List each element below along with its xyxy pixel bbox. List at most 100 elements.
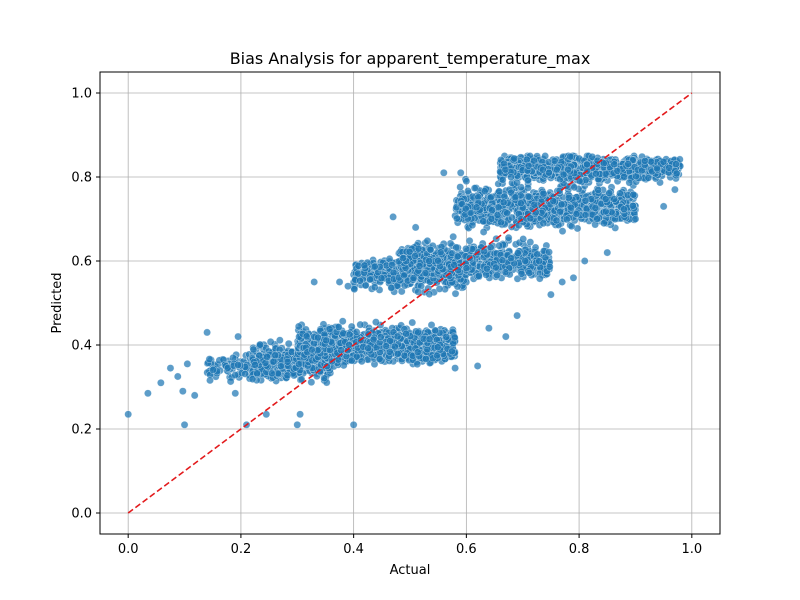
data-point: [592, 169, 600, 178]
data-point: [672, 160, 680, 168]
data-point: [320, 374, 329, 383]
data-point: [409, 274, 418, 282]
data-point: [511, 193, 520, 202]
data-point: [389, 213, 397, 221]
data-point: [539, 189, 548, 198]
data-point: [375, 355, 384, 363]
data-point: [524, 184, 532, 192]
data-point: [495, 187, 504, 196]
data-point: [524, 192, 533, 201]
data-point: [425, 257, 433, 265]
data-point: [391, 342, 399, 351]
scatter-points: [124, 152, 685, 429]
data-point: [310, 278, 319, 286]
data-point: [501, 332, 510, 341]
data-point: [248, 375, 257, 383]
data-point: [559, 170, 568, 179]
data-point: [377, 274, 386, 283]
data-point: [616, 189, 624, 198]
data-point: [400, 271, 408, 280]
data-point: [513, 311, 521, 320]
data-point: [366, 275, 374, 284]
data-point: [450, 333, 459, 342]
data-point: [283, 357, 292, 366]
data-point: [629, 190, 638, 199]
data-point: [422, 354, 430, 363]
x-axis-label: Actual: [390, 563, 431, 578]
data-point: [613, 167, 622, 175]
data-point: [415, 262, 424, 270]
data-point: [400, 351, 409, 360]
data-point: [558, 227, 567, 235]
data-point: [435, 285, 444, 293]
data-point: [501, 268, 510, 277]
data-point: [402, 329, 410, 338]
data-point: [545, 262, 554, 271]
data-point: [581, 211, 590, 219]
data-point: [294, 322, 303, 331]
y-axis-label: Predicted: [50, 272, 65, 333]
data-point: [479, 228, 488, 236]
data-point: [352, 352, 361, 361]
data-point: [387, 260, 396, 269]
data-point: [510, 154, 519, 163]
data-point: [605, 189, 614, 198]
data-point: [480, 187, 489, 195]
data-point: [408, 318, 417, 327]
data-point: [498, 175, 507, 184]
data-point: [525, 269, 534, 277]
data-point: [393, 332, 402, 341]
x-tick-label: 0.4: [343, 542, 364, 557]
data-point: [253, 369, 261, 378]
data-point: [393, 349, 402, 358]
data-point: [610, 160, 619, 169]
data-point: [423, 237, 432, 245]
data-point: [487, 193, 495, 202]
data-point: [425, 335, 434, 343]
y-tick-label: 0.2: [71, 423, 92, 438]
data-point: [620, 172, 628, 181]
data-point: [456, 183, 465, 191]
data-point: [524, 176, 532, 185]
data-point: [601, 207, 610, 216]
y-tick-label: 0.0: [71, 507, 92, 522]
data-point: [369, 335, 378, 344]
chart-title: Bias Analysis for apparent_temperature_m…: [230, 49, 591, 69]
data-point: [296, 410, 304, 419]
data-point: [206, 376, 214, 385]
data-point: [507, 254, 516, 263]
data-point: [501, 165, 510, 174]
data-point: [535, 274, 544, 283]
data-point: [625, 178, 634, 187]
data-point: [434, 256, 442, 265]
data-point: [524, 162, 533, 170]
data-point: [558, 278, 567, 286]
data-point: [426, 245, 435, 254]
data-point: [157, 378, 165, 387]
data-point: [517, 269, 526, 278]
data-point: [513, 178, 521, 187]
data-point: [314, 333, 322, 342]
data-point: [629, 201, 637, 210]
data-point: [166, 364, 175, 372]
data-point: [492, 263, 500, 272]
data-point: [507, 173, 515, 181]
data-point: [295, 360, 303, 369]
data-point: [256, 340, 264, 349]
data-point: [448, 347, 456, 356]
data-point: [671, 185, 679, 194]
data-point: [514, 249, 522, 257]
data-point: [307, 378, 316, 387]
data-point: [370, 283, 379, 292]
data-point: [411, 223, 420, 232]
y-tick-label: 0.6: [71, 255, 92, 270]
data-point: [570, 183, 579, 192]
data-point: [231, 389, 240, 398]
data-point: [557, 200, 566, 209]
data-point: [344, 282, 352, 291]
data-point: [488, 206, 496, 214]
data-point: [308, 345, 316, 354]
x-tick-label: 0.0: [118, 542, 139, 557]
data-point: [335, 278, 344, 286]
